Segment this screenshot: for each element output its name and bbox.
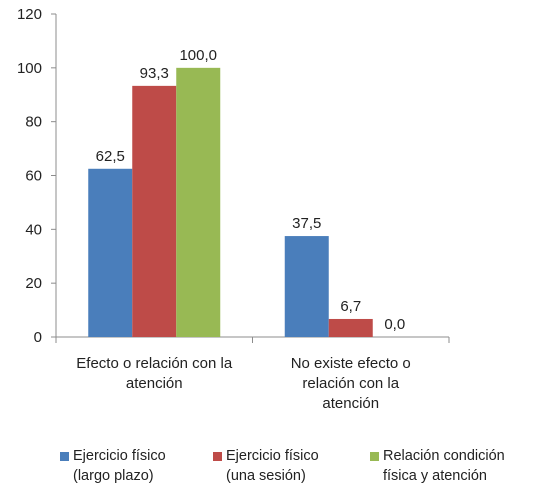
legend-label-line1: Ejercicio físico [73, 448, 166, 464]
legend-swatch-largo-plazo [60, 452, 69, 461]
x-category-label: relación con la [302, 375, 399, 392]
legend-item-largo-plazo: Ejercicio físico (largo plazo) [60, 446, 166, 486]
x-category-label: Efecto o relación con la [76, 355, 233, 372]
legend-swatch-condicion-fisica [370, 452, 379, 461]
bar [132, 85, 177, 338]
legend-label-line2: (largo plazo) [73, 468, 154, 484]
legend-label-line1: Ejercicio físico [226, 448, 319, 464]
y-tick-label: 0 [34, 329, 42, 346]
x-category-label: atención [322, 395, 379, 412]
bar [328, 318, 373, 337]
bar [176, 67, 221, 337]
y-tick-label: 120 [17, 6, 42, 23]
legend-label-line2: (una sesión) [226, 468, 306, 484]
legend-item-una-sesion: Ejercicio físico (una sesión) [213, 446, 319, 486]
bar [284, 236, 329, 337]
chart-legend: Ejercicio físico (largo plazo) Ejercicio… [0, 440, 544, 497]
y-tick-label: 40 [25, 221, 42, 238]
legend-item-condicion-fisica: Relación condición física y atención [370, 446, 505, 486]
y-tick-label: 20 [25, 275, 42, 292]
legend-label-line1: Relación condición [383, 448, 505, 464]
y-tick-label: 100 [17, 60, 42, 77]
y-tick-label: 80 [25, 114, 42, 131]
data-label: 62,5 [96, 148, 125, 165]
y-tick-label: 60 [25, 168, 42, 185]
data-label: 0,0 [384, 316, 405, 333]
x-category-label: atención [126, 375, 183, 392]
data-label: 6,7 [340, 298, 361, 315]
x-category-label: No existe efecto o [291, 355, 411, 372]
data-label: 93,3 [140, 65, 169, 82]
data-label: 100,0 [179, 47, 217, 64]
legend-swatch-una-sesion [213, 452, 222, 461]
bar-chart: 0 20 40 60 80 100 120 62,5 93,3 100,0 Efecto o rel… [17, 6, 450, 412]
data-label: 37,5 [292, 215, 321, 232]
legend-label-line2: física y atención [383, 468, 487, 484]
bar [88, 168, 133, 337]
